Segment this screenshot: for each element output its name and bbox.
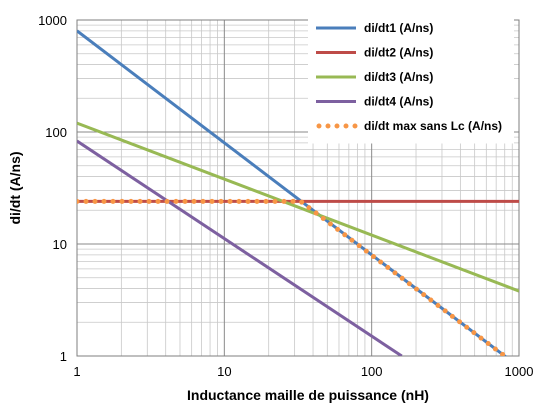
series-line-4 [77,139,403,356]
plot-area-border [76,19,520,357]
y-tick-labels: 1 10 100 1000 [38,13,67,364]
series-line-3 [77,121,519,293]
y-tick-label: 1000 [38,13,67,28]
x-tick-label: 10 [217,364,231,379]
x-axis-title: Inductance maille de puissance (nH) [187,387,429,403]
series-layer [77,29,519,356]
x-tick-label: 1000 [505,364,534,379]
y-tick-label: 10 [53,237,67,252]
y-tick-label: 1 [60,349,67,364]
legend-label-3: di/dt3 (A/ns) [364,70,433,84]
legend-label-4: di/dt4 (A/ns) [364,95,433,109]
series-line-5 [77,198,509,356]
x-tick-label: 1 [73,364,80,379]
y-tick-label: 100 [45,125,67,140]
legend-label-1: di/dt1 (A/ns) [364,21,433,35]
legend: di/dt1 (A/ns) di/dt2 (A/ns) di/dt3 (A/ns) d… [308,15,514,144]
legend-label-2: di/dt2 (A/ns) [364,46,433,60]
legend-background [308,15,514,144]
y-axis-title: di/dt (A/ns) [7,151,23,224]
legend-label-5: di/dt max sans Lc (A/ns) [364,119,502,133]
x-tick-labels: 1 10 100 1000 [73,364,533,379]
x-tick-label: 100 [361,364,383,379]
